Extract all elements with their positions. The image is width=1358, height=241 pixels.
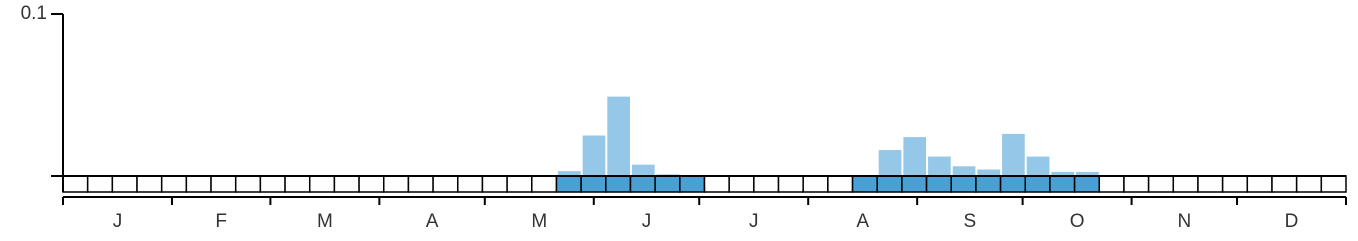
presence-cell: [679, 175, 706, 193]
presence-cell: [703, 175, 730, 193]
presence-cell: [111, 175, 138, 193]
presence-cell: [1123, 175, 1150, 193]
presence-cell: [753, 175, 780, 193]
presence-cell: [383, 175, 410, 193]
presence-cell: [1049, 175, 1076, 193]
month-label: F: [215, 211, 227, 232]
bar: [557, 171, 581, 176]
presence-cell: [802, 175, 829, 193]
bar: [582, 135, 606, 176]
month-label: M: [531, 211, 547, 232]
bar: [928, 156, 951, 176]
presence-cell: [1197, 175, 1224, 193]
presence-cell: [975, 175, 1002, 193]
presence-cell: [160, 175, 188, 193]
bar: [878, 150, 902, 176]
presence-cell: [457, 175, 484, 193]
presence-cell: [629, 175, 656, 193]
presence-cell: [506, 175, 533, 193]
month-label: A: [426, 211, 439, 232]
bar: [631, 164, 655, 176]
presence-cell: [1147, 175, 1175, 193]
presence-cell: [925, 175, 952, 193]
presence-cell: [407, 175, 434, 193]
presence-cell: [333, 175, 360, 193]
presence-cell: [1024, 175, 1051, 193]
presence-cell: [728, 175, 755, 193]
presence-cell: [86, 175, 114, 193]
presence-cell: [1172, 175, 1199, 193]
bar: [903, 137, 927, 176]
presence-cell: [777, 175, 804, 193]
month-label: D: [1285, 211, 1299, 232]
presence-cell: [654, 175, 681, 193]
bar: [952, 166, 976, 176]
presence-cell: [358, 175, 385, 193]
presence-cell: [432, 175, 459, 193]
month-label: S: [964, 211, 977, 232]
presence-cell: [259, 175, 286, 193]
presence-cell: [234, 175, 262, 193]
bar: [1051, 171, 1075, 176]
presence-cell: [1320, 175, 1347, 193]
month-label: O: [1070, 211, 1085, 232]
month-label: M: [317, 211, 333, 232]
presence-cell: [481, 175, 508, 193]
presence-cell: [555, 175, 582, 193]
bar: [977, 169, 1001, 176]
presence-cell: [999, 175, 1026, 193]
month-label: J: [749, 211, 759, 232]
presence-cell: [210, 175, 237, 193]
presence-cell: [580, 175, 607, 193]
presence-cell: [901, 175, 928, 193]
presence-cell: [827, 175, 854, 193]
presence-cell: [531, 175, 558, 193]
month-label: J: [113, 211, 123, 232]
bar: [607, 96, 630, 176]
presence-cell: [1295, 175, 1323, 193]
presence-cell: [851, 175, 878, 193]
bar: [1026, 156, 1050, 176]
presence-cell: [1246, 175, 1273, 193]
presence-cell: [1098, 175, 1125, 193]
presence-cell: [1073, 175, 1101, 193]
chart: 0.1 J F M A M J J A S O N D: [21, 3, 1347, 232]
bar: [1076, 171, 1099, 176]
presence-cell: [605, 175, 632, 193]
presence-cell: [185, 175, 212, 193]
presence-cell: [950, 175, 977, 193]
bar: [1002, 133, 1025, 176]
presence-cell: [62, 175, 89, 193]
month-label: N: [1177, 211, 1191, 232]
presence-cell: [876, 175, 903, 193]
presence-cell: [136, 175, 163, 193]
month-label: A: [856, 211, 869, 232]
presence-cell: [1271, 175, 1298, 193]
y-tick-label: 0.1: [21, 3, 47, 24]
presence-cell: [308, 175, 336, 193]
presence-cell: [1221, 175, 1249, 193]
month-label: J: [642, 211, 652, 232]
presence-cell: [284, 175, 311, 193]
